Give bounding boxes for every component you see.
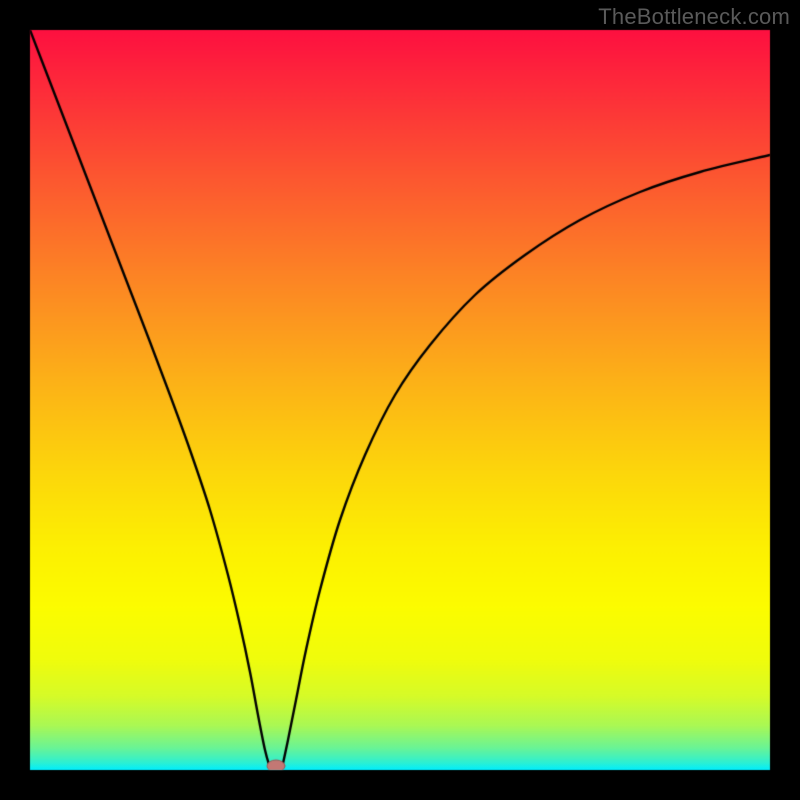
chart-container: TheBottleneck.com [0, 0, 800, 800]
watermark-text: TheBottleneck.com [598, 4, 790, 30]
bottleneck-curve [0, 0, 800, 800]
